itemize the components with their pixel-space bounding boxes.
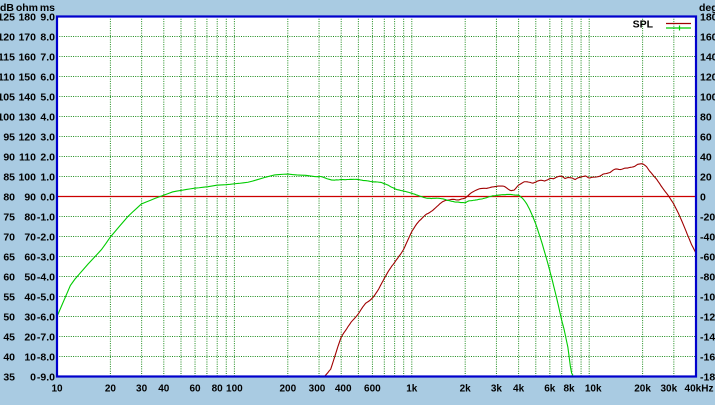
svg-text:70: 70 [3, 231, 15, 243]
svg-text:160: 160 [700, 31, 715, 43]
svg-text:100: 100 [226, 384, 243, 395]
svg-text:-80: -80 [700, 271, 715, 283]
svg-text:0: 0 [30, 371, 36, 383]
svg-text:2k: 2k [460, 384, 472, 395]
svg-text:-2.0: -2.0 [37, 231, 55, 243]
svg-text:95: 95 [3, 131, 15, 143]
svg-text:-100: -100 [700, 291, 715, 303]
svg-text:0.0: 0.0 [40, 191, 55, 203]
svg-text:100: 100 [0, 111, 15, 123]
svg-text:150: 150 [18, 71, 36, 83]
svg-text:140: 140 [18, 91, 36, 103]
svg-text:10: 10 [24, 351, 36, 363]
svg-text:4k: 4k [513, 384, 525, 395]
svg-text:-7.0: -7.0 [37, 331, 55, 343]
svg-text:120: 120 [0, 31, 15, 43]
svg-text:40: 40 [3, 351, 15, 363]
svg-text:0: 0 [700, 191, 706, 203]
svg-text:-8.0: -8.0 [37, 351, 55, 363]
svg-text:100: 100 [18, 171, 36, 183]
svg-text:3.0: 3.0 [40, 131, 55, 143]
svg-text:8k: 8k [563, 384, 575, 395]
svg-text:60: 60 [700, 131, 712, 143]
svg-text:1k: 1k [406, 384, 418, 395]
svg-text:60: 60 [189, 384, 201, 395]
svg-text:300: 300 [309, 384, 326, 395]
svg-text:90: 90 [24, 191, 36, 203]
svg-text:-1.0: -1.0 [37, 211, 55, 223]
svg-text:40: 40 [158, 384, 170, 395]
svg-text:30k: 30k [660, 384, 677, 395]
svg-text:50: 50 [24, 271, 36, 283]
svg-text:600: 600 [364, 384, 381, 395]
svg-text:-160: -160 [700, 351, 715, 363]
svg-text:ms: ms [40, 2, 55, 14]
svg-text:120: 120 [700, 71, 715, 83]
svg-text:8.0: 8.0 [40, 31, 55, 43]
svg-text:-120: -120 [700, 311, 715, 323]
svg-text:60: 60 [24, 251, 36, 263]
svg-text:110: 110 [19, 151, 36, 163]
svg-text:6k: 6k [544, 384, 556, 395]
svg-text:140: 140 [700, 51, 715, 63]
svg-text:80: 80 [3, 191, 15, 203]
svg-text:80: 80 [24, 211, 36, 223]
svg-text:-9.0: -9.0 [37, 371, 55, 383]
svg-text:55: 55 [3, 291, 15, 303]
svg-text:3k: 3k [491, 384, 503, 395]
svg-text:170: 170 [18, 31, 36, 43]
svg-text:80: 80 [212, 384, 224, 395]
svg-text:80: 80 [700, 111, 712, 123]
svg-text:5.0: 5.0 [40, 91, 55, 103]
svg-text:40kHz: 40kHz [685, 384, 714, 395]
svg-text:SPL: SPL [633, 19, 654, 31]
svg-text:40: 40 [700, 151, 712, 163]
svg-text:75: 75 [3, 211, 15, 223]
svg-text:65: 65 [3, 251, 15, 263]
svg-text:20: 20 [105, 384, 117, 395]
svg-text:40: 40 [24, 291, 36, 303]
svg-text:2.0: 2.0 [40, 151, 55, 163]
svg-text:10k: 10k [585, 384, 602, 395]
svg-text:20: 20 [700, 171, 712, 183]
svg-text:20: 20 [24, 331, 36, 343]
svg-text:60: 60 [3, 271, 15, 283]
svg-text:-60: -60 [700, 251, 715, 263]
svg-text:7.0: 7.0 [40, 51, 55, 63]
svg-text:ohm: ohm [16, 2, 38, 14]
svg-text:-3.0: -3.0 [37, 251, 55, 263]
svg-text:110: 110 [0, 71, 15, 83]
svg-text:30: 30 [136, 384, 148, 395]
svg-text:45: 45 [3, 331, 15, 343]
svg-text:35: 35 [3, 371, 15, 383]
svg-text:160: 160 [18, 51, 36, 63]
svg-text:115: 115 [0, 51, 15, 63]
svg-text:105: 105 [0, 91, 15, 103]
svg-text:1.0: 1.0 [40, 171, 55, 183]
svg-text:20k: 20k [634, 384, 651, 395]
svg-text:120: 120 [18, 131, 36, 143]
svg-text:30: 30 [24, 311, 36, 323]
svg-text:6.0: 6.0 [40, 71, 55, 83]
svg-text:70: 70 [24, 231, 36, 243]
svg-text:85: 85 [3, 171, 15, 183]
svg-text:dB: dB [0, 2, 14, 14]
svg-text:10: 10 [51, 384, 63, 395]
svg-text:-40: -40 [700, 231, 715, 243]
svg-text:-4.0: -4.0 [37, 271, 55, 283]
svg-text:100: 100 [700, 91, 715, 103]
svg-text:-6.0: -6.0 [37, 311, 55, 323]
svg-text:deg: deg [699, 2, 715, 14]
svg-text:90: 90 [3, 151, 15, 163]
svg-text:-5.0: -5.0 [37, 291, 55, 303]
svg-text:200: 200 [279, 384, 296, 395]
svg-text:130: 130 [18, 111, 36, 123]
svg-text:-180: -180 [700, 371, 715, 383]
svg-text:-20: -20 [700, 211, 715, 223]
svg-text:50: 50 [3, 311, 15, 323]
svg-text:4.0: 4.0 [40, 111, 55, 123]
svg-text:400: 400 [335, 384, 352, 395]
svg-text:-140: -140 [700, 331, 715, 343]
